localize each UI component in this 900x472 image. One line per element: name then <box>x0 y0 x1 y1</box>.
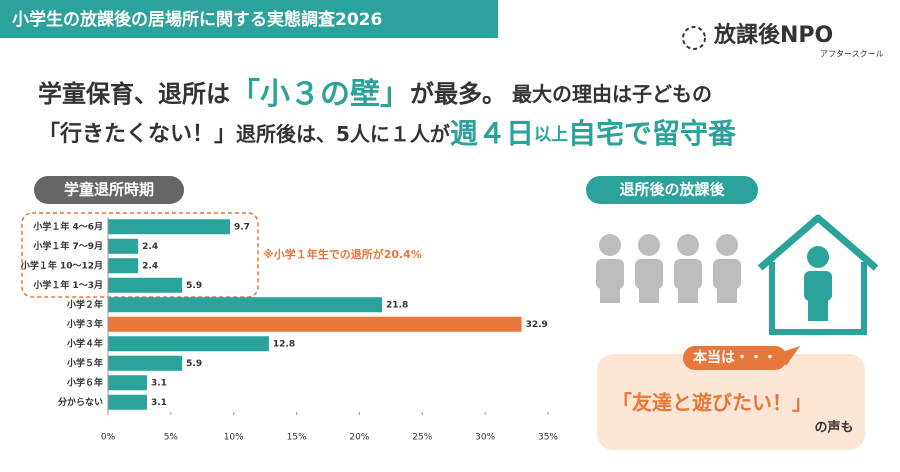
house-roof <box>757 214 879 271</box>
bar <box>108 258 139 274</box>
logo-icon <box>682 26 706 50</box>
bar <box>108 355 183 371</box>
bubble-tail <box>782 346 800 366</box>
headline-line2: 「行きたくない！」退所後は、5人に１人が週４日以上自宅で留守番 <box>38 117 737 150</box>
person-icon <box>674 234 702 303</box>
x-tick-label: 0% <box>101 433 116 443</box>
headline-highlight: 「小３の壁」 <box>230 77 410 112</box>
headline-part: 学童保育、退所は <box>38 80 230 108</box>
bar <box>108 316 522 332</box>
bar <box>108 336 269 352</box>
y-tick-label: 小学６年 <box>66 376 103 388</box>
headline-part: 最大の理由は子どもの <box>512 82 712 106</box>
x-tick-label: 30% <box>475 433 495 443</box>
side-title: 退所後の放課後 <box>619 181 725 199</box>
chart-title-pill <box>34 176 184 204</box>
headline-highlight: 週４日 <box>450 117 534 150</box>
bar <box>108 238 139 254</box>
value-label: 3.1 <box>151 378 167 388</box>
x-tick-label: 10% <box>224 433 244 443</box>
y-tick-label: 小学１年 10～12月 <box>20 259 103 271</box>
bar-chart: 0% 5% 10% 15% 20% 25% 30% 35% 小学１年 4～6月 9.7 小学１年 7… <box>20 217 558 443</box>
y-tick-label: 小学１年 4～6月 <box>32 220 103 232</box>
value-label: 9.7 <box>234 222 250 232</box>
speech-bubble <box>597 354 865 450</box>
people <box>596 234 741 303</box>
logo: 放課後NPO アフタースクール <box>682 22 884 59</box>
y-tick-label: 分からない <box>58 396 103 408</box>
chart-title: 学童退所時期 <box>64 181 154 199</box>
house-icon <box>757 214 879 335</box>
y-tick-label: 小学１年 7～9月 <box>32 240 103 252</box>
headline-part: が最多。 <box>410 80 506 108</box>
bubble-tag-text: 本当は・・・ <box>693 349 777 366</box>
value-label: 2.4 <box>142 242 158 252</box>
bar <box>108 394 147 410</box>
x-tick-label: 15% <box>287 433 307 443</box>
bar <box>108 375 147 391</box>
headline-highlight: 自宅で留守番 <box>568 117 737 150</box>
title-banner <box>0 0 498 38</box>
value-label: 5.9 <box>186 281 202 291</box>
person-body <box>804 271 832 301</box>
person-icon <box>596 234 624 303</box>
person-icon <box>807 246 829 268</box>
person-legs <box>808 297 828 321</box>
bubble-tag <box>683 346 787 370</box>
y-tick-label: 小学１年 1～3月 <box>32 279 103 291</box>
bar <box>108 297 383 313</box>
quote-tail: の声も <box>814 420 853 436</box>
x-tick-label: 5% <box>164 433 179 443</box>
page-title: 小学生の放課後の居場所に関する実態調査2026 <box>12 9 382 30</box>
y-tick-label: 小学２年 <box>66 298 103 310</box>
headline-part: 「行きたくない！」 <box>38 121 236 147</box>
annotation: ※小学１年生での退所が20.4% <box>263 247 422 261</box>
person-icon <box>713 234 741 303</box>
person-icon <box>635 234 663 303</box>
x-tick-label: 25% <box>412 433 432 443</box>
highlight-box <box>21 212 259 298</box>
value-label: 21.8 <box>386 300 408 310</box>
side-title-pill <box>586 176 758 204</box>
x-tick-label: 35% <box>538 433 558 443</box>
x-tick-label: 20% <box>349 433 369 443</box>
value-label: 12.8 <box>273 339 295 349</box>
bar <box>108 219 230 235</box>
headline-part: 退所後は、5人に１人が <box>236 122 450 146</box>
value-label: 2.4 <box>142 261 158 271</box>
headline-highlight: 以上 <box>534 125 568 145</box>
y-tick-label: 小学５年 <box>66 357 103 369</box>
value-label: 3.1 <box>151 398 167 408</box>
value-label: 5.9 <box>186 359 202 369</box>
headline-line1: 学童保育、退所は「小３の壁」が最多。 最大の理由は子どもの <box>38 77 712 112</box>
logo-subtext: アフタースクール <box>820 50 884 59</box>
house-wall <box>769 262 867 335</box>
y-tick-label: 小学３年 <box>66 318 103 330</box>
logo-text: 放課後NPO <box>713 22 833 48</box>
y-tick-label: 小学４年 <box>66 337 103 349</box>
quote: 「友達と遊びたい！」 <box>612 391 812 415</box>
value-label: 32.9 <box>526 320 548 330</box>
bar <box>108 277 183 293</box>
